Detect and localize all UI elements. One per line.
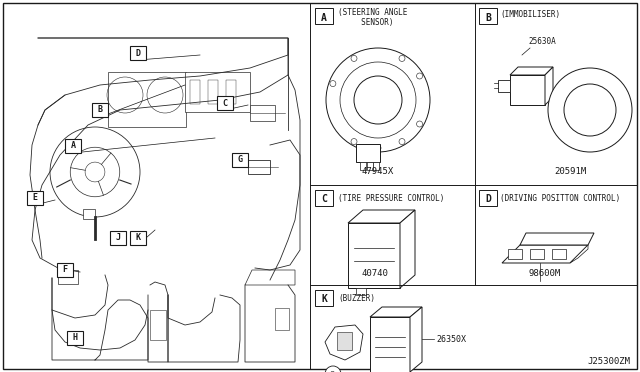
Bar [315,290,333,306]
Circle shape [548,68,632,152]
Text: D: D [136,48,141,58]
Bar [208,80,218,104]
Text: K: K [136,234,141,243]
Text: H: H [72,334,77,343]
Bar [348,223,400,288]
Bar [373,162,379,170]
Text: C: C [321,194,327,204]
Text: (DRIVING POSITTON CONTROL): (DRIVING POSITTON CONTROL) [500,193,620,202]
Text: A: A [70,141,76,151]
Bar [108,72,186,127]
Polygon shape [348,210,415,223]
Text: B: B [97,106,102,115]
Text: J25300ZM: J25300ZM [587,357,630,366]
Bar [498,80,510,92]
Bar [250,105,275,121]
Text: 47945X: 47945X [362,167,394,176]
Polygon shape [570,245,588,263]
Text: SENSOR): SENSOR) [338,17,394,26]
Bar [83,209,95,219]
Bar [217,96,233,110]
Bar [226,80,236,104]
Text: D: D [485,194,491,204]
Bar [367,162,373,170]
Bar [510,75,545,105]
Text: 20591M: 20591M [554,167,586,176]
Text: (STEERING ANGLE: (STEERING ANGLE [338,9,408,17]
Bar [356,288,366,295]
Polygon shape [245,270,295,285]
Polygon shape [545,67,553,105]
Text: F: F [63,266,67,275]
Circle shape [325,366,341,372]
Text: C: C [223,99,227,108]
Bar [508,249,522,259]
Bar [248,160,270,174]
Polygon shape [370,307,422,317]
Text: J: J [115,234,120,243]
Bar [110,231,126,245]
Text: (BUZZER): (BUZZER) [338,294,375,302]
Polygon shape [502,245,588,263]
Bar [232,153,248,167]
Bar [315,8,333,24]
Polygon shape [510,67,553,75]
Text: 98600M: 98600M [529,269,561,278]
Text: (TIRE PRESSURE CONTROL): (TIRE PRESSURE CONTROL) [338,193,444,202]
Bar [190,80,200,104]
Bar [337,332,352,350]
Text: K: K [321,294,327,304]
Text: 25630A: 25630A [528,38,556,46]
Text: S: S [330,371,334,372]
Bar [552,249,566,259]
Bar [356,144,380,162]
Text: E: E [33,193,38,202]
Text: A: A [321,13,327,23]
Bar [275,308,289,330]
Text: G: G [237,155,243,164]
Bar [67,331,83,345]
Bar [150,310,166,340]
Text: (IMMOBILISER): (IMMOBILISER) [500,10,560,19]
Bar [530,249,544,259]
Circle shape [564,84,616,136]
Bar [57,263,73,277]
Bar [360,162,366,170]
Bar [58,270,78,284]
Bar [315,190,333,206]
Circle shape [70,147,120,197]
Bar [27,191,43,205]
Bar [479,8,497,24]
Bar [130,46,146,60]
Polygon shape [410,307,422,372]
Bar [370,317,410,372]
Bar [479,190,497,206]
Bar [65,139,81,153]
Polygon shape [520,233,594,245]
Polygon shape [325,325,363,360]
Text: 26350X: 26350X [436,334,466,343]
Bar [185,72,250,112]
Bar [92,103,108,117]
Circle shape [50,127,140,217]
Text: B: B [485,13,491,23]
Bar [130,231,146,245]
Text: 40740: 40740 [362,269,388,278]
Polygon shape [400,210,415,288]
Circle shape [85,162,105,182]
